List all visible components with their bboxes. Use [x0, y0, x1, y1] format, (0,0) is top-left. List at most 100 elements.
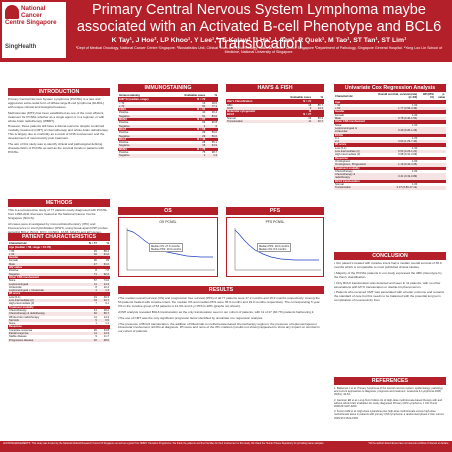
- table-cell: [434, 163, 446, 167]
- table-cell: [418, 110, 435, 114]
- table-cell: On-Regimen, Progression: [334, 163, 371, 167]
- table-cell: [206, 137, 218, 142]
- table-row: Steroids 5 6.5: [8, 318, 110, 323]
- table-row: Other CNS involvement: [8, 275, 110, 280]
- hans-fish-heading: HAN'S & FISH: [226, 84, 324, 92]
- table-cell: None: [9, 279, 16, 283]
- table-cell: N = 58: [169, 127, 207, 132]
- poster-title: Primary Central Nervous System Lymphoma …: [76, 2, 442, 52]
- table-cell: 47: [81, 262, 98, 267]
- table-cell: 1.19 (0.44-3.25): [370, 163, 419, 167]
- table-cell: 0.98 (0.31-3.09): [398, 153, 418, 157]
- table-cell: [370, 166, 419, 170]
- poster-authors: K Tay¹, J Hoe², LP Khoo¹, Y Lee¹,², E Ka…: [111, 37, 407, 44]
- table-cell: [434, 143, 446, 147]
- table-row: HIV status: [8, 266, 110, 270]
- table-row: Negative 71 92.2: [8, 272, 110, 276]
- conclusion-p2: • Majority of the PCNSL patients in our …: [334, 270, 442, 279]
- table-row: Other CNS involvement: [334, 120, 446, 124]
- table-header-cell: HR (95% CI): [418, 93, 435, 101]
- table-cell: N = 61: [169, 108, 207, 112]
- table-cell: 11: [275, 120, 313, 124]
- table-row: High-intermediate (3) 0.98 (0.31-3.09): [334, 153, 446, 156]
- table-row: Progressive disease 22 28.6: [8, 338, 110, 342]
- table-row: IPI score: [8, 292, 110, 296]
- table-cell: 18.2: [103, 308, 109, 312]
- table-cell: 13: [202, 101, 206, 105]
- footer-acknowledgements: ACKNOWLEDGEMENTS: This study was funded …: [3, 442, 325, 445]
- table-cell: [81, 266, 98, 270]
- table-cell: [206, 108, 218, 112]
- table-cell: 18: [308, 103, 312, 107]
- table-cell: 0.49 (0.20-1.23): [370, 126, 419, 134]
- table-cell: 7: [95, 302, 97, 306]
- table-cell: 46: [81, 312, 98, 316]
- table-row: Leptomeningeal or intraocular 0.49 (0.20-…: [334, 126, 446, 134]
- table-cell: [418, 126, 435, 134]
- table-cell: Progressive disease: [8, 338, 82, 342]
- table-cell: Normal: [227, 116, 236, 120]
- table-cell: [370, 100, 419, 104]
- conclusion-heading: CONCLUSION: [334, 252, 446, 260]
- table-cell: IPI score: [8, 292, 82, 296]
- table-cell: 65.1: [211, 141, 217, 145]
- table-cell: [434, 179, 446, 184]
- table-cell: BCL2: [118, 137, 170, 142]
- table-cell: Chemotherapy & radiotherapy: [334, 173, 371, 180]
- references-body: 1. Bakkenes J et al. Primary lymphoma of…: [334, 387, 446, 422]
- table-cell: [206, 127, 218, 132]
- patient-characteristics-table: Characteristic N = 77% Age (median = 58, r…: [8, 242, 110, 342]
- table-row: Leptomeningeal 11 14.3: [8, 282, 110, 286]
- table-header-row: Evaluable cases%: [226, 96, 324, 101]
- reference-2: 2. Gerstner ER et al. Long-Term Follow-U…: [334, 398, 443, 409]
- table-cell: 2-4: [334, 140, 371, 144]
- table-row: Negative 4 6: [118, 124, 218, 128]
- table-cell: 1.00: [411, 113, 418, 117]
- table-row: Complete response 26 33.8: [8, 329, 110, 332]
- table-cell: Leptomeningeal: [8, 282, 82, 286]
- table-cell: 59.3: [317, 116, 323, 120]
- table-row: Normal 1.00: [334, 183, 446, 186]
- os-legend-1: Median OS: 27.9 months: [151, 244, 180, 248]
- table-cell: Whole-brain radiotherapy: [9, 315, 40, 319]
- table-cell: [434, 110, 446, 114]
- table-cell: N = 43: [169, 137, 207, 142]
- table-row: Positive 29 50.0: [118, 131, 218, 134]
- immunostaining-heading: IMMUNOSTAINING: [118, 84, 218, 92]
- table-cell: Negative: [118, 144, 170, 148]
- table-cell: [97, 245, 110, 250]
- table-cell: ≥ 60: [8, 252, 82, 257]
- table-cell: [312, 113, 324, 117]
- table-cell: 90.8: [211, 121, 217, 125]
- table-row: < 60 45 58.4: [8, 250, 110, 253]
- table-cell: Low (0-1): [9, 295, 21, 299]
- table-row: Translocation 2.37 (0.83-17.12): [334, 186, 446, 190]
- table-cell: Age (median = 58, range = 15-79): [8, 245, 82, 250]
- table-cell: Complete response: [9, 328, 33, 332]
- table-header-cell: N = 77: [81, 242, 98, 247]
- table-row: Positive 28 65.1: [118, 141, 218, 144]
- table-header-cell: Immunostaining: [118, 94, 170, 99]
- table-cell: 1.3: [97, 289, 110, 293]
- table-cell: 71: [81, 272, 98, 276]
- table-row: Stable disease 9 11.7: [8, 335, 110, 338]
- table-row: Chemotherapy 14 18.2: [8, 309, 110, 312]
- table-cell: [418, 150, 435, 154]
- table-cell: Negative: [8, 272, 82, 276]
- logo-line1: National Cancer: [21, 5, 46, 19]
- conclusion-body: • Our patient's treated with curative in…: [334, 261, 446, 305]
- table-cell: [434, 126, 446, 134]
- table-cell: 6.5: [97, 318, 110, 323]
- table-row: 2-4 3.00 (1.23-7.40): [334, 140, 446, 144]
- table-cell: 15: [169, 144, 207, 148]
- table-cell: N = 76: [169, 147, 207, 152]
- table-cell: [418, 140, 435, 144]
- table-cell: 59.7: [97, 312, 110, 316]
- table-cell: Intraocular: [9, 285, 22, 289]
- table-cell: 0.78 (0.40-1.54): [370, 117, 419, 121]
- logo-sub: SingHealth: [5, 44, 37, 50]
- table-cell: 8: [95, 269, 97, 273]
- conclusion-p3: • Only BCL6 translocation was detected a…: [334, 280, 441, 289]
- table-cell: High-intermediate (3): [9, 302, 35, 306]
- intro-p2: Methotrexate (MTX) has been established …: [8, 110, 105, 123]
